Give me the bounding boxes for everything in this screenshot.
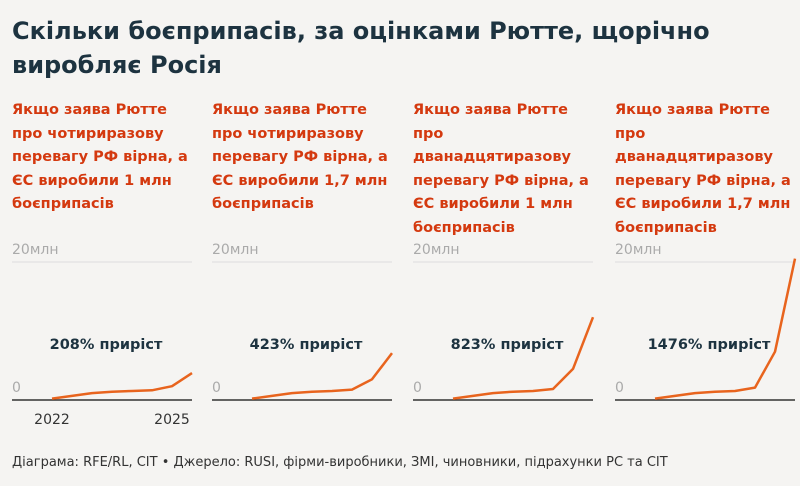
- annotation: 1476% приріст: [648, 337, 771, 353]
- x-tick-label: 2022: [34, 412, 70, 428]
- y-tick-label: 20млн: [615, 242, 661, 258]
- annotation: 423% приріст: [250, 337, 363, 353]
- panel-subtitle: Якщо заява Рютте про чотириразову перева…: [12, 102, 188, 212]
- panel-subtitle: Якщо заява Рютте про дванадцятиразову пе…: [615, 102, 791, 236]
- annotation: 208% приріст: [50, 337, 163, 353]
- x-tick-label: 2025: [154, 412, 190, 428]
- annotation: 823% приріст: [451, 337, 564, 353]
- line: [452, 316, 595, 400]
- y-tick-label: 20млн: [212, 242, 258, 258]
- panel-subtitle: Якщо заява Рютте про дванадцятиразову пе…: [413, 102, 589, 236]
- source: Діаграма: RFE/RL, CIT • Джерело: RUSI, ф…: [12, 455, 668, 470]
- y-tick-label: 0: [413, 380, 422, 396]
- y-tick-label: 0: [615, 380, 624, 396]
- panel-subtitle: Якщо заява Рютте про чотириразову перева…: [212, 102, 388, 212]
- line: [654, 258, 797, 400]
- line: [51, 372, 193, 400]
- y-tick-label: 20млн: [413, 242, 459, 258]
- line: [251, 352, 393, 400]
- y-tick-label: 20млн: [12, 242, 58, 258]
- y-tick-label: 0: [212, 380, 221, 396]
- title: Скільки боєприпасів, за оцінками Рютте, …: [12, 17, 710, 79]
- y-tick-label: 0: [12, 380, 21, 396]
